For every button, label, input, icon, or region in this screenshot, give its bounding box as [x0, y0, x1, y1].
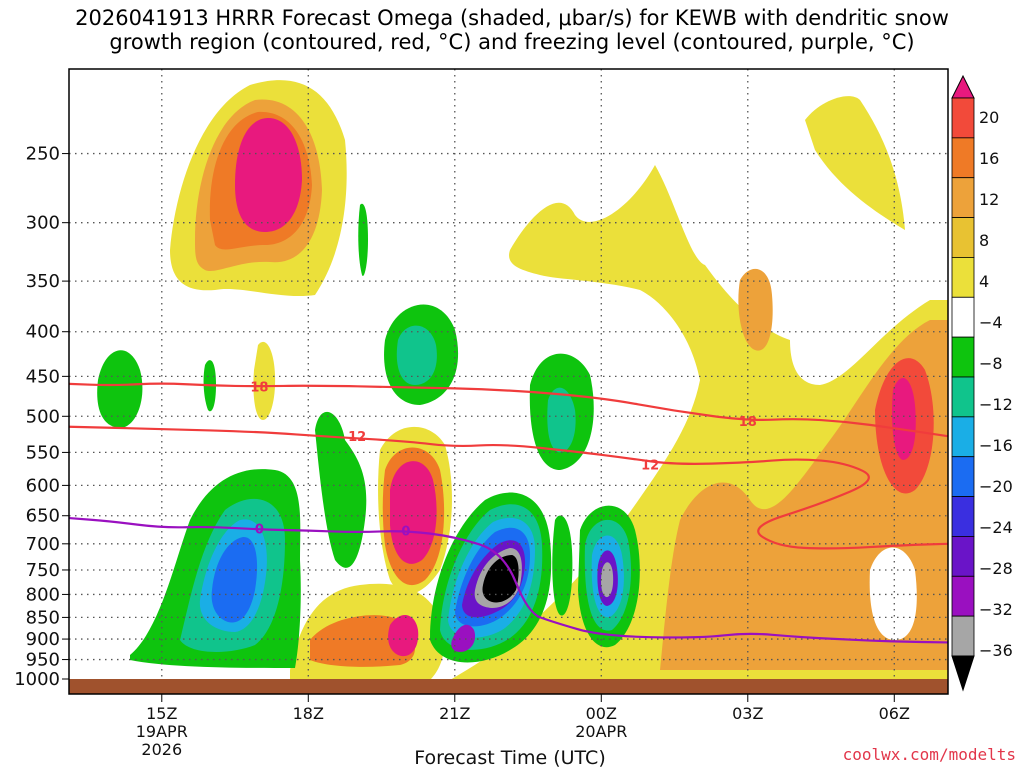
sink-region-left-small	[97, 350, 143, 429]
omega-core-upper	[235, 118, 302, 232]
colorbar-label: 20	[979, 108, 999, 127]
sink-inner-purple-a2	[451, 624, 476, 652]
x-tick-label: 03Z	[732, 704, 763, 723]
x-tick-sublabel: 19APR	[136, 722, 188, 741]
contour-lines	[69, 382, 948, 644]
plot-area: 18 12 18 12 0 0	[68, 68, 949, 695]
contour-line	[69, 425, 948, 550]
colorbar-label: −16	[979, 436, 1013, 455]
contour-line	[69, 382, 948, 438]
y-tick-label: 750	[26, 560, 60, 581]
y-tick-label: 850	[26, 607, 60, 628]
x-tick-label: 15Z	[146, 704, 177, 723]
x-tick-sublabel: 20APR	[575, 722, 627, 741]
omega-shading	[97, 80, 948, 679]
title-line-2: growth region (contoured, red, °C) and f…	[109, 30, 915, 54]
colorbar-segment	[951, 376, 975, 418]
colorbar-segment	[951, 536, 975, 577]
sink-inner-teal-upper	[396, 325, 437, 385]
x-tick-label: 21Z	[439, 704, 470, 723]
colorbar-top-arrow	[951, 74, 975, 99]
colorbar-label: −8	[979, 354, 1003, 373]
contour-label: 18	[250, 380, 268, 395]
colorbar-segment	[951, 416, 975, 458]
y-tick-label: 550	[26, 442, 60, 463]
y-axis: 2503003504004505005506006507007508008509…	[14, 144, 69, 690]
y-tick-label: 950	[26, 650, 60, 671]
contour-label: 18	[739, 415, 757, 430]
colorbar-segment	[951, 336, 975, 378]
y-tick-label: 800	[26, 584, 60, 605]
x-tick-label: 00Z	[586, 704, 617, 723]
colorbar-label: −12	[979, 395, 1013, 414]
sink-inner-dblue-left	[211, 536, 258, 623]
sink-region-thin-1	[358, 203, 368, 276]
colorbar-segment	[951, 575, 975, 617]
colorbar-label: 16	[979, 149, 999, 168]
y-tick-label: 400	[26, 322, 60, 343]
y-tick-label: 1000	[14, 669, 60, 690]
sink-inner-gray-b	[601, 562, 614, 598]
contour-label: 0	[401, 525, 410, 540]
y-tick-label: 900	[26, 629, 60, 650]
colorbar-label: −24	[979, 518, 1013, 537]
chart-title: 2026041913 HRRR Forecast Omega (shaded, …	[0, 6, 1024, 54]
x-tick-label: 06Z	[879, 704, 910, 723]
colorbar-segment	[951, 615, 975, 657]
y-tick-label: 600	[26, 475, 60, 496]
y-tick-label: 500	[26, 406, 60, 427]
colorbar-segment	[951, 137, 975, 179]
colorbar-label: 8	[979, 231, 989, 250]
colorbar-label: −20	[979, 477, 1013, 496]
colorbar-segment	[951, 496, 975, 537]
y-tick-label: 450	[26, 366, 60, 387]
omega-core-lower	[388, 614, 419, 657]
colorbar-segment	[951, 217, 975, 258]
colorbar-segment	[951, 257, 975, 298]
contour-line	[69, 516, 948, 644]
sink-region-green-mid	[315, 411, 367, 568]
credit-text: coolwx.com/modelts	[842, 745, 1016, 764]
sink-region-thin-3	[547, 387, 576, 453]
y-tick-label: 350	[26, 271, 60, 292]
colorbar-label: −36	[979, 641, 1013, 660]
title-line-1: 2026041913 HRRR Forecast Omega (shaded, …	[75, 6, 949, 30]
plot-frame	[68, 68, 949, 695]
omega-region-small	[253, 341, 276, 420]
colorbar: 20 16 12 8 4 −4 −8 −12 −16 −20 −24 −28 −32 −36	[951, 74, 1013, 692]
omega-core-right	[892, 378, 916, 460]
sink-inner-black-a	[482, 555, 519, 603]
omega-region-orange-upper-right	[738, 268, 773, 351]
ground-strip	[69, 679, 948, 694]
colorbar-segment	[951, 177, 975, 218]
x-tick-label: 18Z	[293, 704, 324, 723]
colorbar-label: 12	[979, 190, 999, 209]
y-tick-label: 250	[26, 144, 60, 165]
colorbar-label: 4	[979, 272, 989, 291]
contour-labels: 18 12 18 12 0 0	[250, 380, 757, 540]
contour-label: 0	[255, 522, 264, 537]
omega-region-orange-lower	[310, 615, 415, 667]
x-axis-title: Forecast Time (UTC)	[414, 747, 605, 768]
y-tick-label: 300	[26, 213, 60, 234]
omega-region-upper-right	[805, 96, 905, 230]
colorbar-label: −32	[979, 600, 1013, 619]
pressure-gridlines	[69, 152, 948, 661]
omega-hole-right	[869, 547, 917, 640]
y-tick-label: 650	[26, 506, 60, 527]
y-tick-label: 700	[26, 534, 60, 555]
omega-core-mid	[390, 461, 437, 564]
colorbar-segment	[951, 456, 975, 497]
contour-label: 12	[641, 459, 659, 474]
x-tick-sublabel: 2026	[141, 740, 182, 759]
colorbar-label: −4	[979, 313, 1003, 332]
colorbar-bottom-arrow	[951, 655, 975, 692]
colorbar-segment	[951, 296, 975, 338]
contour-label: 12	[348, 430, 366, 445]
sink-region-thin-4	[552, 515, 573, 616]
colorbar-label: −28	[979, 559, 1013, 578]
colorbar-segment	[951, 97, 975, 139]
